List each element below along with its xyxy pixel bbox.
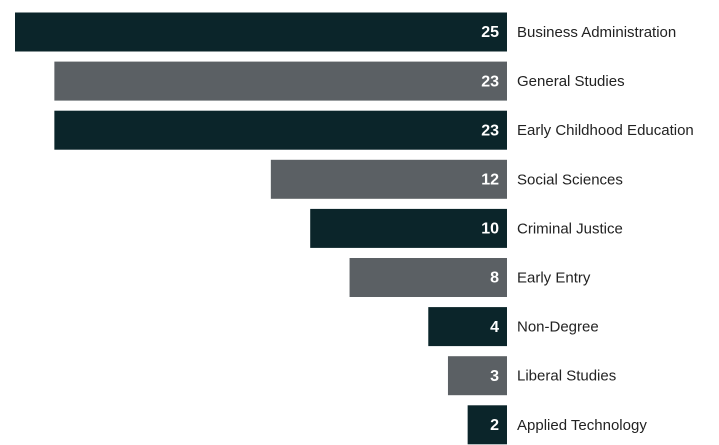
category-label: Liberal Studies (517, 368, 616, 385)
value-label: 3 (490, 368, 499, 385)
category-label: Early Entry (517, 269, 591, 286)
value-label: 4 (490, 319, 499, 336)
category-label: Non-Degree (517, 319, 599, 336)
bar (54, 61, 508, 101)
bar (310, 208, 507, 248)
value-label: 23 (481, 122, 499, 139)
bar (54, 110, 508, 150)
category-label: General Studies (517, 73, 625, 90)
category-label: Business Administration (517, 24, 676, 41)
value-label: 23 (481, 73, 499, 90)
category-label: Social Sciences (517, 171, 623, 188)
bar (467, 405, 507, 445)
bar (270, 159, 507, 199)
bar (349, 258, 507, 297)
bar (447, 356, 507, 396)
category-label: Applied Technology (517, 417, 647, 434)
bar (15, 12, 507, 52)
value-label: 2 (490, 417, 499, 434)
value-label: 25 (481, 24, 499, 41)
category-label: Early Childhood Education (517, 122, 694, 139)
value-label: 10 (481, 221, 499, 238)
value-label: 12 (481, 172, 499, 189)
category-label: Criminal Justice (517, 220, 623, 237)
value-label: 8 (490, 270, 499, 287)
bar (428, 307, 507, 347)
